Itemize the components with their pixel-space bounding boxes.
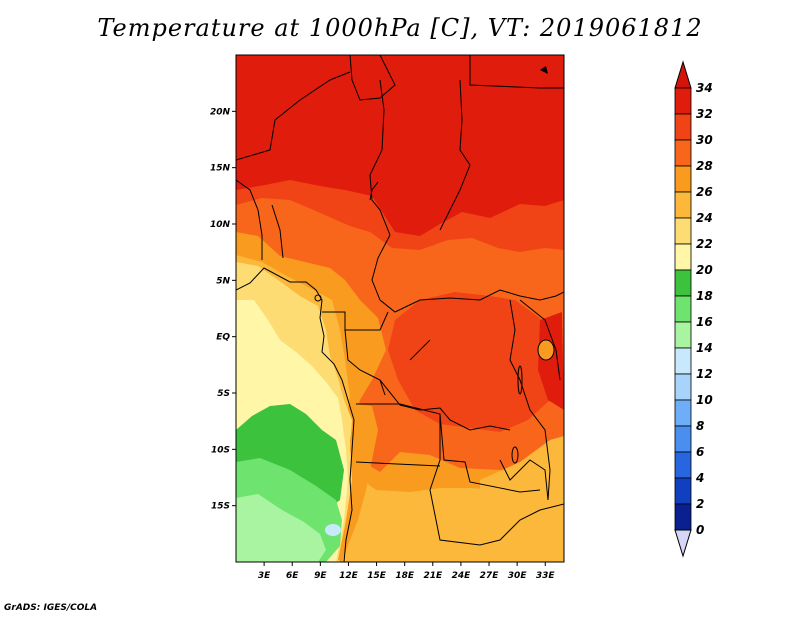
colorbar-segment [674,425,692,453]
grads-credit: GrADS: IGES/COLA [4,603,98,613]
colorbar-segment [674,113,692,141]
lat-tick-label: 15N [210,164,231,174]
colorbar-label: 20 [696,263,713,277]
colorbar-label: 0 [696,523,704,537]
colorbar-segment [674,321,692,349]
colorbar-label: 10 [696,393,713,407]
lakes [314,66,555,464]
colorbar-label: 8 [696,419,704,433]
colorbar-label: 32 [696,107,713,121]
colorbar-segment [674,165,692,193]
colorbar-segment [674,373,692,401]
lon-tick-label: 6E [286,571,299,581]
longitude-axis: 3E 6E 9E 12E 15E 18E 21E 24E 27E 30E 33E [258,562,556,581]
colorbar-segment [674,399,692,427]
lon-tick-label: 27E [480,571,500,581]
lon-tick-label: 9E [314,571,327,581]
field-coastal-warm [338,404,378,562]
colorbar-label: 4 [695,471,704,485]
latitude-axis: 20N 15N 10N 5N EQ 5S 10S 15S [210,107,236,512]
field-14-spot [325,524,341,536]
field-eastafrica-hot [538,312,564,410]
lon-tick-label: 12E [339,571,359,581]
colorbar-label: 34 [696,81,713,95]
colorbar-label: 26 [696,185,713,199]
colorbar-segment [674,347,692,375]
colorbar-label: 28 [696,159,713,173]
country-borders [236,55,564,562]
lat-tick-label: 5S [217,389,230,399]
colorbar-label: 30 [696,133,713,147]
lat-tick-label: EQ [216,333,230,343]
colorbar-label: 18 [696,289,713,303]
colorbar-segment [674,139,692,167]
lat-tick-label: 5N [216,276,230,286]
lat-tick-label: 20N [210,107,231,117]
lon-tick-label: 24E [452,571,472,581]
colorbar-segment [674,451,692,479]
lon-tick-label: 30E [508,571,528,581]
map-title: Temperature at 1000hPa [C], VT: 20190618… [97,14,703,42]
colorbar-bottom-triangle [674,529,692,558]
field-16-band [236,494,326,562]
colorbar-label: 16 [696,315,713,329]
lon-tick-label: 3E [258,571,271,581]
field-plateau-cool [480,436,564,520]
colorbar-label: 2 [696,497,704,511]
lat-tick-label: 10S [211,445,230,455]
colorbar-segment [674,477,692,505]
colorbar-label: 22 [696,237,713,251]
colorbar-label: 24 [696,211,713,225]
lon-tick-label: 18E [395,571,415,581]
colorbar-segment [674,191,692,219]
lon-tick-label: 21E [423,571,443,581]
lat-tick-label: 10N [210,220,231,230]
colorbar-segment [674,295,692,323]
lon-tick-label: 33E [536,571,556,581]
colorbar-segment [674,269,692,297]
plot-frame [235,54,565,563]
lon-tick-label: 15E [367,571,387,581]
colorbar-label: 14 [696,341,713,355]
colorbar-segment [674,87,692,115]
colorbar-label: 6 [696,445,704,459]
colorbar-segment [674,503,692,531]
colorbar-segment [674,217,692,245]
lat-tick-label: 15S [211,502,230,512]
colorbar-label: 12 [696,367,713,381]
temperature-field [236,55,564,562]
colorbar-top-triangle [674,60,692,89]
colorbar-segment [674,243,692,271]
